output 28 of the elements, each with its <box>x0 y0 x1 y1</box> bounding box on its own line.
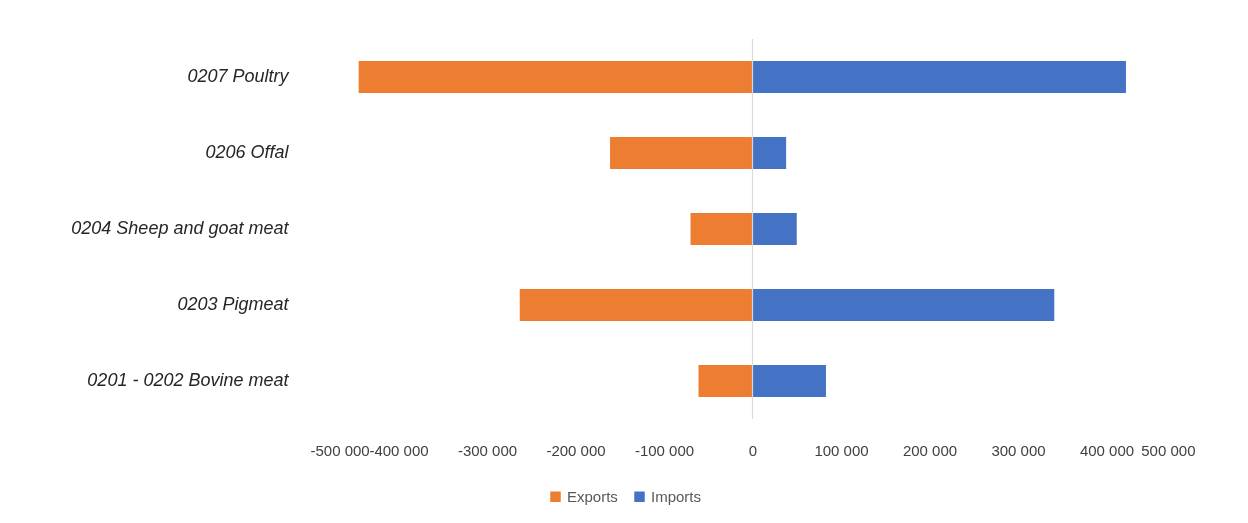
legend-label: Exports <box>567 487 618 505</box>
y-tick-label: 0204 Sheep and goat meat <box>71 218 290 238</box>
x-tick-label: 100 000 <box>814 441 869 459</box>
y-tick-label: 0203 Pigmeat <box>177 294 290 314</box>
bar <box>752 213 797 245</box>
bar <box>752 61 1126 93</box>
x-tick-label: 300 000 <box>991 441 1046 459</box>
bar <box>690 213 753 245</box>
x-tick-label: -200 000 <box>546 441 606 459</box>
legend-label: Imports <box>651 487 702 505</box>
x-tick-label: -100 000 <box>634 441 695 459</box>
bar <box>752 365 826 397</box>
bar <box>698 365 753 397</box>
x-tick-label: 400 000 <box>1079 441 1135 459</box>
bar <box>519 289 753 321</box>
x-tick-label: -500 000 <box>310 441 370 459</box>
x-tick-label: 0 <box>748 441 758 459</box>
bar <box>610 137 753 169</box>
x-tick-label: 200 000 <box>902 441 958 459</box>
x-tick-label: 500 000 <box>1141 441 1196 459</box>
y-tick-label: 0201 - 0202 Bovine meat <box>87 370 290 390</box>
bar <box>752 137 787 169</box>
y-tick-label: 0207 Poultry <box>187 66 290 86</box>
x-tick-label: -300 000 <box>457 441 518 459</box>
bar <box>752 289 1055 321</box>
y-tick-label: 0206 Offal <box>205 142 290 162</box>
x-tick-label: -400 000 <box>369 441 429 459</box>
bar <box>358 61 753 93</box>
